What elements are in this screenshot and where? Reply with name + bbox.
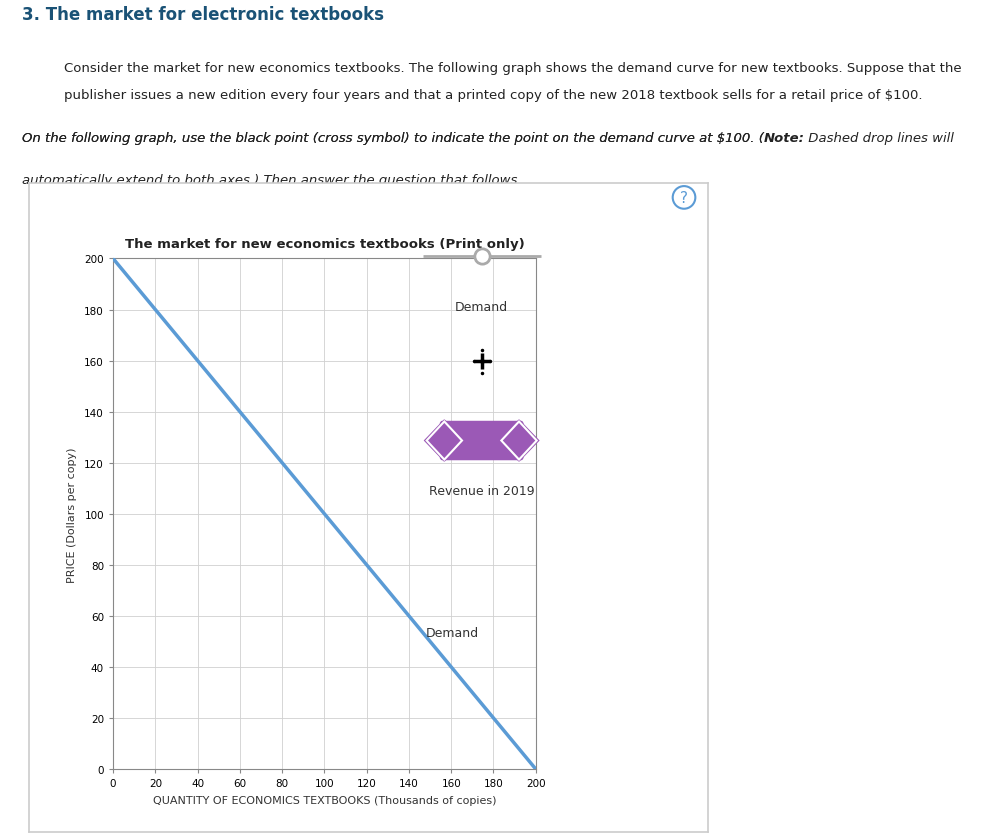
- Polygon shape: [425, 421, 464, 461]
- Text: On the following graph, use the black point (cross symbol) to indicate the point: On the following graph, use the black po…: [22, 131, 899, 145]
- Title: The market for new economics textbooks (Print only): The market for new economics textbooks (…: [125, 238, 524, 251]
- Text: ?: ?: [680, 191, 688, 206]
- Text: automatically extend to both axes.) Then answer the question that follows.: automatically extend to both axes.) Then…: [22, 174, 521, 187]
- Text: On the following graph, use the black point (cross symbol) to indicate the point: On the following graph, use the black po…: [22, 131, 764, 145]
- Polygon shape: [499, 421, 539, 461]
- Text: Revenue in 2019: Revenue in 2019: [429, 485, 535, 498]
- Text: 3. The market for electronic textbooks: 3. The market for electronic textbooks: [22, 6, 383, 24]
- Text: publisher issues a new edition every four years and that a printed copy of the n: publisher issues a new edition every fou…: [64, 89, 922, 102]
- FancyBboxPatch shape: [440, 422, 523, 460]
- X-axis label: QUANTITY OF ECONOMICS TEXTBOOKS (Thousands of copies): QUANTITY OF ECONOMICS TEXTBOOKS (Thousan…: [152, 795, 496, 805]
- Y-axis label: PRICE (Dollars per copy): PRICE (Dollars per copy): [67, 446, 78, 582]
- Text: Dashed drop lines will: Dashed drop lines will: [804, 131, 954, 145]
- Text: Demand: Demand: [426, 626, 479, 640]
- Text: Note:: Note:: [764, 131, 804, 145]
- Text: On the following graph, use the black point (cross symbol) to indicate the point: On the following graph, use the black po…: [22, 131, 764, 145]
- Text: Consider the market for new economics textbooks. The following graph shows the d: Consider the market for new economics te…: [64, 62, 961, 75]
- Text: Demand: Demand: [455, 301, 508, 314]
